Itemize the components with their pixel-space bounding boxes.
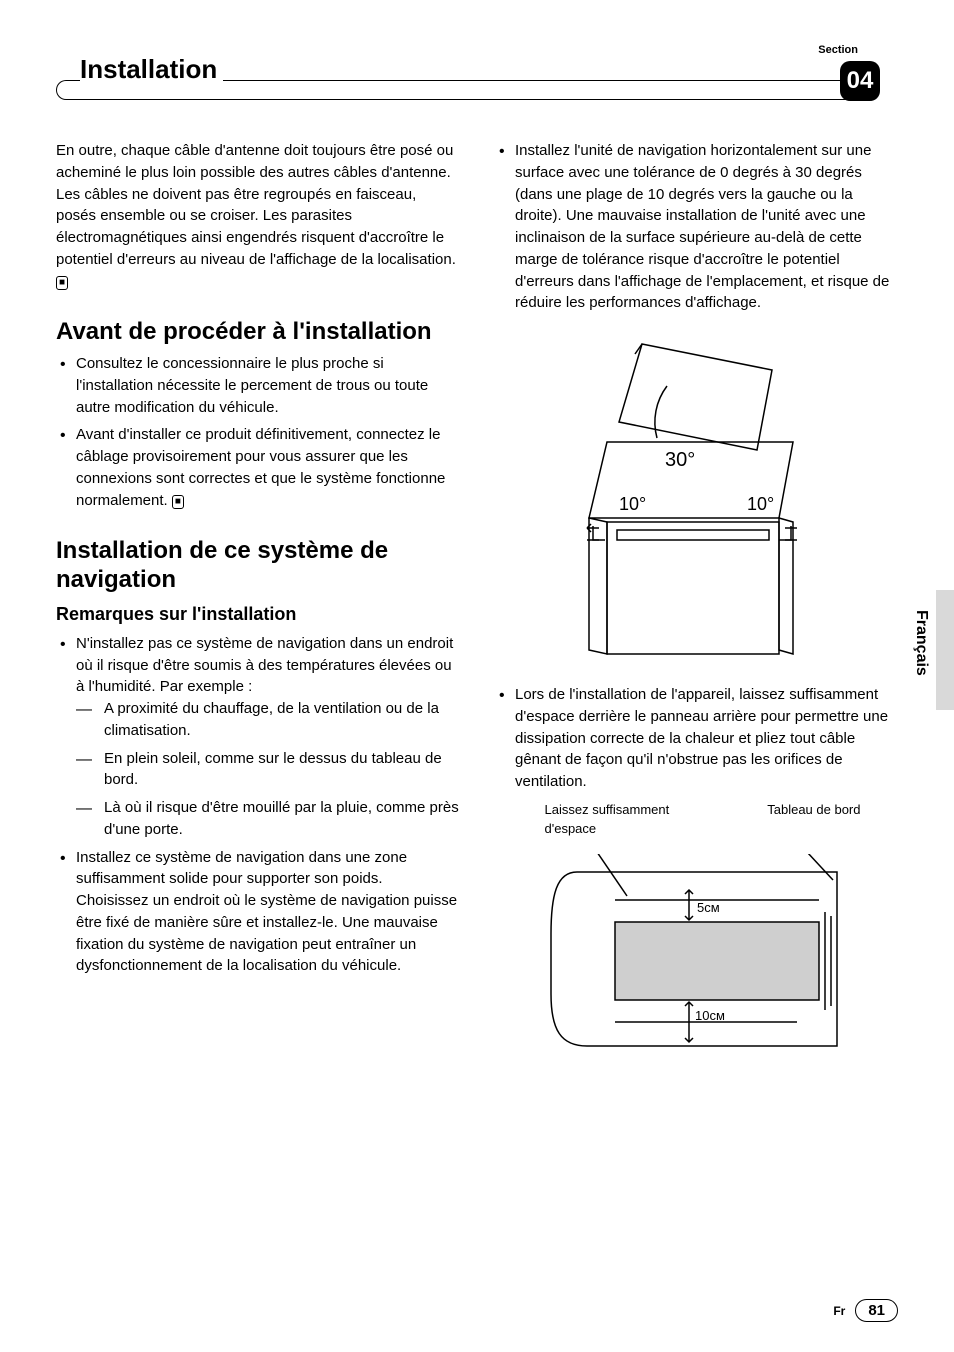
end-section-icon: ■: [172, 495, 184, 509]
list-item: N'installez pas ce système de navigation…: [56, 633, 459, 841]
content-area: En outre, chaque câble d'antenne doit to…: [56, 140, 898, 1072]
intro-paragraph: En outre, chaque câble d'antenne doit to…: [56, 140, 459, 292]
list-item-text: N'installez pas ce système de navigation…: [76, 635, 453, 696]
list-item: Avant d'installer ce produit définitivem…: [56, 424, 459, 511]
right-list: Installez l'unité de navigation horizont…: [495, 140, 898, 314]
end-section-icon: ■: [56, 276, 68, 290]
page-footer: Fr 81: [833, 1299, 898, 1322]
avant-list: Consultez le concessionnaire le plus pro…: [56, 353, 459, 511]
list-item: A proximité du chauffage, de la ventilat…: [76, 698, 459, 742]
list-item: Consultez le concessionnaire le plus pro…: [56, 353, 459, 418]
left-column: En outre, chaque câble d'antenne doit to…: [56, 140, 459, 1072]
list-item-text: Consultez le concessionnaire le plus pro…: [76, 355, 428, 416]
spacing-diagram-wrapper: Laissez suffisamment d'espace Tableau de…: [527, 801, 867, 1055]
gap-top-label: 5cм: [697, 900, 720, 915]
section-number-badge: 04: [840, 61, 880, 101]
right-column: Installez l'unité de navigation horizont…: [495, 140, 898, 1072]
diagram-label-left: Laissez suffisamment d'espace: [545, 801, 675, 839]
angle-30-label: 30°: [665, 449, 695, 471]
list-item-text: Avant d'installer ce produit définitivem…: [76, 426, 445, 508]
intro-text: En outre, chaque câble d'antenne doit to…: [56, 142, 456, 268]
remarques-list: N'installez pas ce système de navigation…: [56, 633, 459, 977]
gap-bottom-label: 10cм: [695, 1008, 725, 1023]
heading-avant: Avant de procéder à l'installation: [56, 318, 459, 347]
sub-list: A proximité du chauffage, de la ventilat…: [76, 698, 459, 841]
diagram-label-right: Tableau de bord: [767, 801, 860, 839]
footer-language: Fr: [833, 1304, 845, 1318]
heading-install: Installation de ce système de navigation: [56, 537, 459, 595]
angle-10-left-label: 10°: [619, 494, 646, 514]
page-number: 81: [855, 1299, 898, 1322]
list-item: Installez l'unité de navigation horizont…: [495, 140, 898, 314]
language-tab: Français: [912, 610, 930, 676]
subheading-remarques: Remarques sur l'installation: [56, 601, 459, 627]
list-item: Installez ce système de navigation dans …: [56, 847, 459, 978]
section-label: Section: [814, 44, 862, 56]
language-tab-bg: [936, 590, 954, 710]
angle-10-right-label: 10°: [747, 494, 774, 514]
page-header: Installation Section 04: [56, 62, 898, 100]
spacing-diagram: 5cм 10cм: [537, 854, 857, 1054]
list-item: Lors de l'installation de l'appareil, la…: [495, 684, 898, 793]
right-list-2: Lors de l'installation de l'appareil, la…: [495, 684, 898, 793]
tilt-angle-diagram: 30° 10° 10°: [547, 326, 847, 666]
list-item: En plein soleil, comme sur le dessus du …: [76, 748, 459, 792]
chapter-title: Installation: [80, 54, 223, 85]
list-item: Là où il risque d'être mouillé par la pl…: [76, 797, 459, 841]
